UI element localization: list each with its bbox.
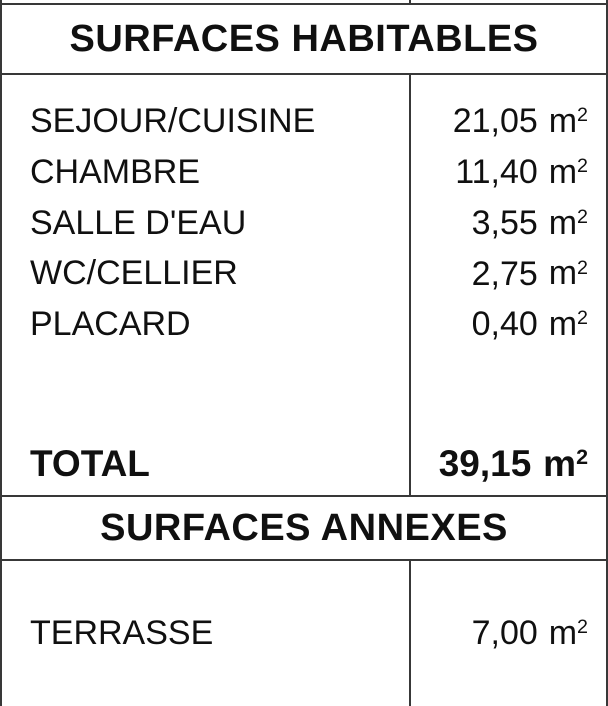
unit-label: m [548,305,578,344]
room-label: SEJOUR/CUISINE [30,101,316,140]
table-row: WC/CELLIER 2,75 m2 [2,246,606,297]
room-label: PLACARD [30,305,191,344]
room-label: CHAMBRE [30,152,201,191]
unit-label: m [548,152,578,191]
area-value: 2,75 m2 [471,254,588,293]
unit-superscript: 2 [577,154,588,177]
area-value: 3,55 m2 [471,203,588,242]
unit-superscript: 2 [577,616,588,638]
total-label: TOTAL [30,443,150,485]
unit-superscript: 2 [577,104,588,126]
area-value: 0,40 m2 [471,305,588,344]
room-label: WC/CELLIER [30,254,238,293]
area-value: 7,00 m2 [471,613,588,652]
unit-superscript: 2 [577,256,588,279]
section-body-surfaces-habitables: SEJOUR/CUISINE 21,05 m2 CHAMBRE 11,40 m2 S… [2,75,606,497]
room-label: TERRASSE [30,613,214,652]
column-divider [409,75,411,495]
table-row: TERRASSE 7,00 m2 [2,605,606,656]
room-label: SALLE D'EAU [30,203,247,242]
unit-label: m [548,254,578,293]
table-row: CHAMBRE 11,40 m2 [2,144,606,195]
total-area-value: 39,15 m2 [438,443,588,485]
area-value: 21,05 m2 [452,101,588,140]
unit-label: m [548,203,578,242]
total-row: TOTAL 39,15 m2 [2,435,606,486]
unit-label: m [543,443,577,485]
unit-label: m [548,101,578,140]
column-divider [409,561,411,706]
unit-superscript: 2 [577,307,588,330]
column-divider [409,0,411,3]
section-header-surfaces-annexes: SURFACES ANNEXES [2,497,606,561]
section-header-surfaces-habitables: SURFACES HABITABLES [2,5,606,75]
section-body-surfaces-annexes: TERRASSE 7,00 m2 [2,561,606,706]
area-value: 11,40 m2 [455,152,588,191]
unit-label: m [548,613,578,652]
cropped-row-above [2,0,606,5]
table-row: SALLE D'EAU 3,55 m2 [2,195,606,246]
unit-superscript: 2 [577,205,588,228]
table-row: PLACARD 0,40 m2 [2,296,606,347]
unit-superscript: 2 [576,445,588,470]
table-row: SEJOUR/CUISINE 21,05 m2 [2,93,606,144]
